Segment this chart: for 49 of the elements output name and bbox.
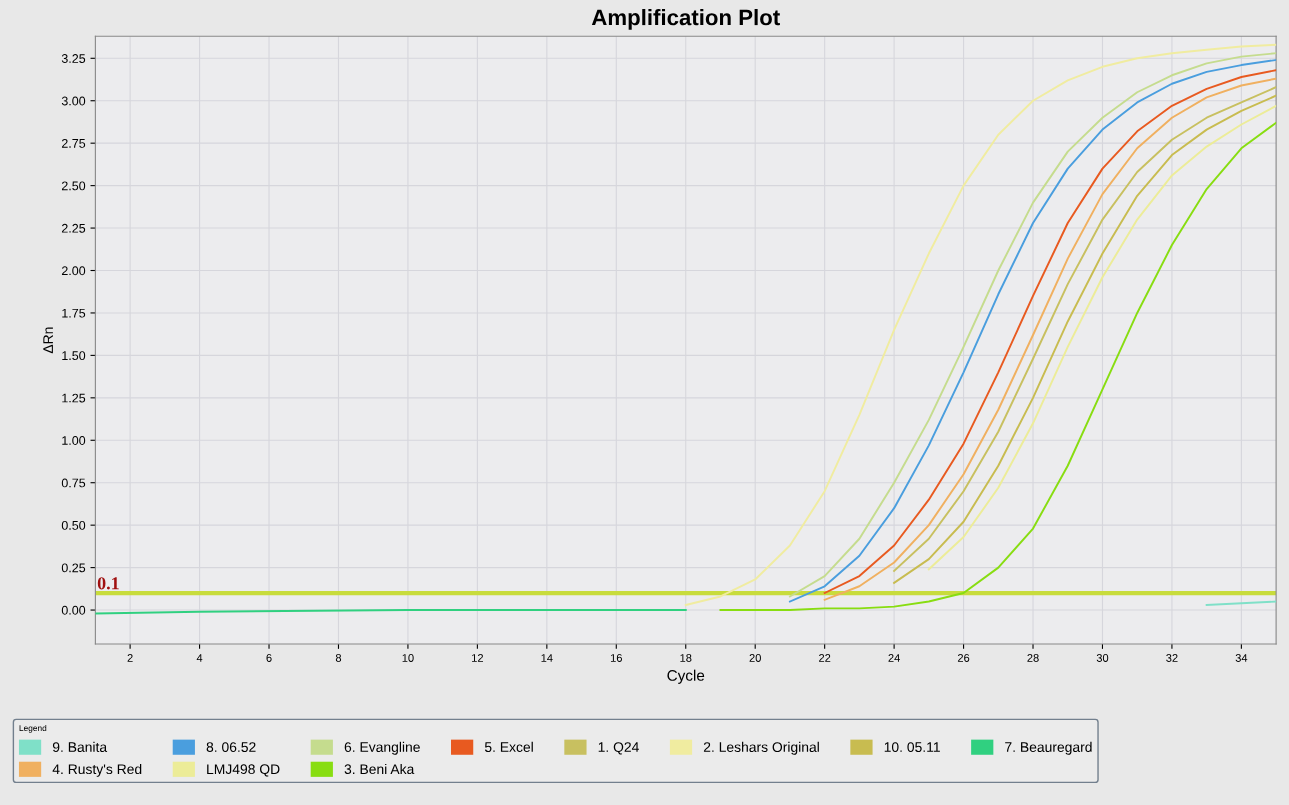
x-tick-label: 12: [472, 654, 484, 662]
x-tick-label: 28: [1027, 654, 1039, 662]
y-tick-label: 0.25: [61, 563, 86, 573]
legend-label: 10. 05.11: [884, 742, 940, 752]
legend-label: LMJ498 QD: [207, 764, 280, 777]
x-tick-label: 4: [196, 654, 203, 662]
y-tick-label: 0.75: [61, 478, 86, 488]
y-tick-label: 3.00: [61, 96, 86, 106]
line-series: [684, 43, 1277, 606]
y-tick-label: 1.50: [62, 351, 86, 361]
x-tick-label: 20: [749, 654, 761, 662]
y-tick-label: 1.75: [62, 308, 86, 318]
y-tick-label: 1.25: [62, 393, 86, 403]
y-tick-label: 3.25: [61, 54, 86, 63]
x-tick-label: 26: [957, 654, 970, 662]
x-tick-label: 24: [888, 654, 900, 662]
y-tick-label: 2.00: [61, 266, 86, 276]
x-tick-label: 6: [266, 654, 272, 662]
legend-label: 9. Banita: [52, 741, 108, 752]
y-tick-label: 0.00: [61, 605, 86, 615]
legend-label: 2. Leshars Original: [703, 741, 819, 755]
line-series: [719, 121, 1277, 612]
x-tick-label: 30: [1096, 654, 1109, 662]
x-tick-label: 2: [127, 654, 133, 662]
chart-title: Amplification Plot: [591, 9, 780, 30]
x-tick-label: 16: [610, 654, 622, 662]
x-tick-label: 18: [680, 654, 692, 662]
y-tick-label: 2.50: [61, 181, 86, 191]
x-tick-label: 34: [1235, 654, 1248, 662]
legend-label: 6. Evangline: [344, 741, 420, 755]
legend-label: 5. Excel: [484, 741, 533, 752]
y-tick-label: 0.50: [61, 520, 86, 530]
legend-label: 1. Q24: [598, 742, 639, 755]
y-tick-label: 2.75: [61, 138, 86, 148]
x-axis-title: Cycle: [667, 669, 705, 684]
x-tick-label: 32: [1166, 654, 1178, 662]
x-tick-label: 10: [402, 654, 414, 662]
y-tick-label: 2.25: [61, 223, 86, 233]
x-tick-label: 14: [541, 654, 553, 662]
legend-label: 8. 06.52: [206, 742, 256, 752]
legend-title: Legend: [19, 724, 47, 733]
ref-line-label: 0.1: [97, 577, 119, 590]
legend-label: 7. Beauregard: [1005, 741, 1092, 755]
x-tick-label: 8: [335, 654, 342, 662]
legend-label: 4. Rusty's Red: [52, 763, 142, 777]
y-axis-title: ΔRn: [43, 327, 53, 354]
x-tick-label: 22: [819, 654, 831, 662]
y-tick-label: 1.00: [62, 436, 86, 445]
legend-label: 3. Beni Aka: [344, 763, 415, 775]
